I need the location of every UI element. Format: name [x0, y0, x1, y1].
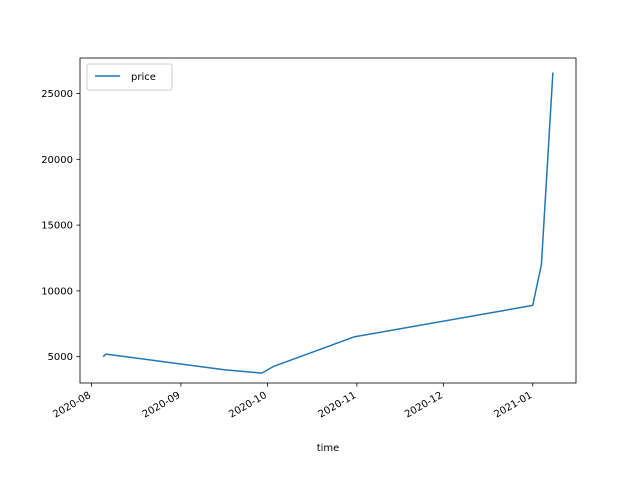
y-tick-label-15000: 15000 — [41, 221, 73, 232]
legend-box — [86, 63, 173, 91]
legend-label-price: price — [131, 72, 156, 83]
y-tick-label-20000: 20000 — [41, 155, 73, 166]
y-tick-label-25000: 25000 — [41, 89, 73, 100]
x-axis-label: time — [317, 443, 340, 454]
y-tick-label-10000: 10000 — [41, 286, 73, 297]
plot-frame — [79, 57, 577, 384]
legend: price — [86, 63, 173, 91]
series-line-price — [102, 72, 554, 374]
y-tick-label-5000: 5000 — [48, 352, 73, 363]
